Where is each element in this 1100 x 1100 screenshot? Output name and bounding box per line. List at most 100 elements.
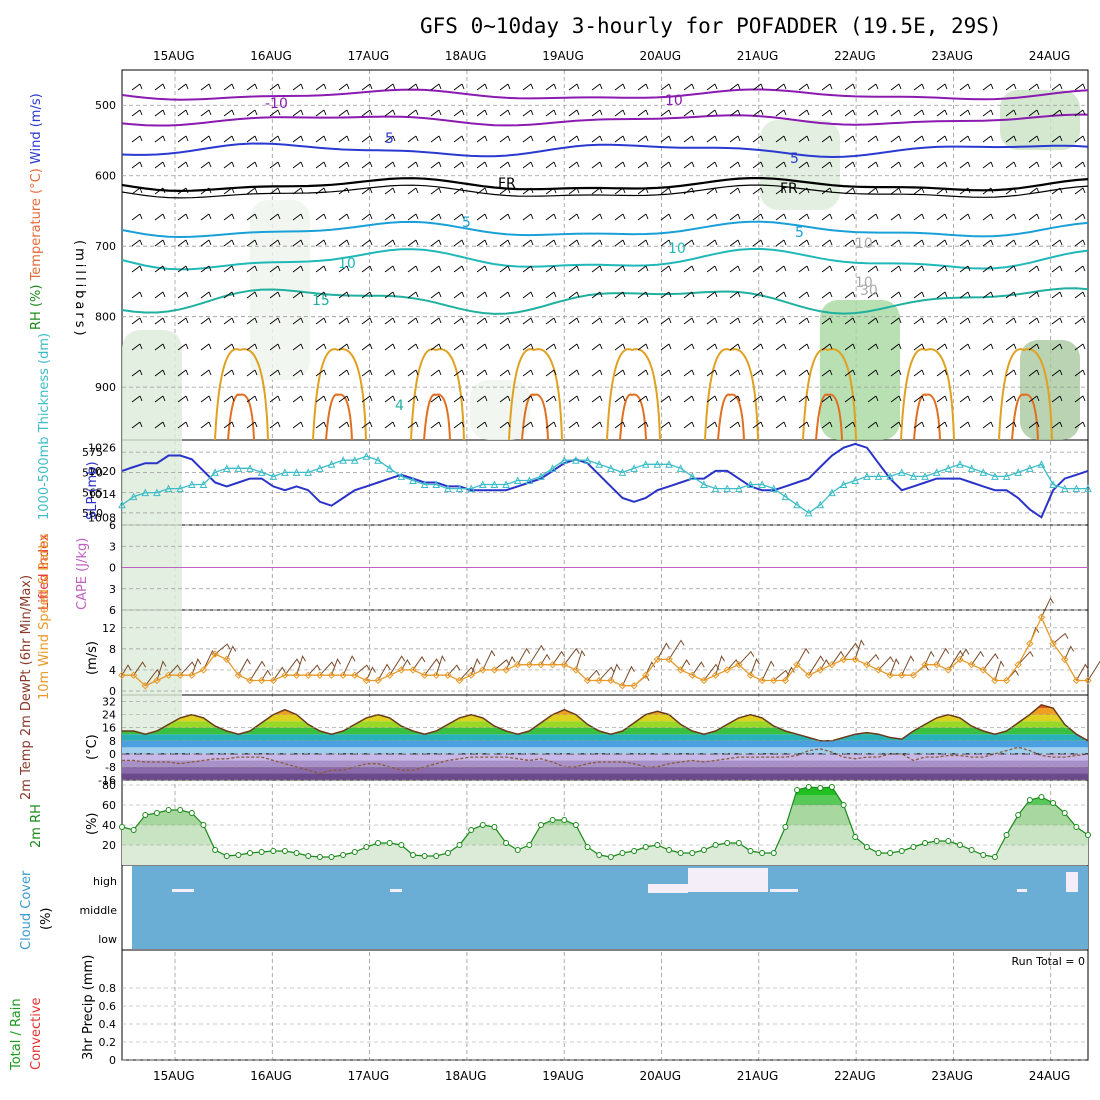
thickness-marker [409,476,417,484]
rh-marker [468,827,475,833]
temp-band [122,740,1088,748]
upper-wind-barb [1005,317,1017,325]
upper-wind-barb [936,369,948,377]
upper-wind-barb [384,187,396,195]
upper-wind-barb [844,343,856,351]
upper-wind-barb [844,239,856,247]
rh-marker [584,844,591,850]
wind10-marker [420,671,429,679]
temp-contour-warm [998,348,1053,441]
upper-wind-barb [798,395,810,403]
upper-wind-barb [499,83,511,91]
wind10-marker [804,671,813,679]
temp-tick: 0 [109,748,116,761]
upper-wind-barb [729,83,741,91]
upper-wind-barb [200,421,212,429]
upper-wind-barb [844,317,856,325]
upper-wind-barb [706,239,718,247]
cloud-high-patch [172,889,194,892]
upper-wind-barb [1051,239,1063,247]
upper-wind-barb [591,421,603,429]
upper-wind-barb [844,369,856,377]
wind10-barb [214,643,231,655]
wind10-barb [540,653,551,665]
upper-wind-barb [936,421,948,429]
upper-wind-barb [591,83,603,91]
upper-wind-barb [775,109,787,117]
upper-wind-barb [660,83,672,91]
thickness-marker [199,480,208,489]
upper-wind-barb [844,83,856,91]
rh-marker [386,840,393,846]
upper-wind-barb [890,135,902,143]
upper-wind-barb [890,421,902,429]
upper-wind-barb [476,161,488,169]
temp-band [122,766,1088,774]
upper-wind-barb [499,239,511,247]
upper-wind-barb [246,239,258,247]
wind10-barb [971,650,985,665]
upper-wind-barb [476,369,488,377]
upper-wind-barb [1074,161,1086,169]
upper-wind-barb [246,83,258,91]
rh-marker [119,824,125,830]
upper-wind-barb [614,421,626,429]
wind10-barb [854,639,865,660]
upper-wind-barb [246,369,258,377]
upper-wind-barb [706,213,718,221]
upper-wind-barb [706,83,718,91]
upper-wind-barb [430,343,442,351]
wind10-marker [1072,676,1081,685]
upper-wind-barb [890,317,902,325]
rh-marker [898,848,905,854]
upper-wind-barb [545,421,557,429]
upper-wind-barb [867,135,879,143]
temp-band [122,753,1088,761]
upper-wind-barb [798,265,810,273]
rh-band [122,845,1088,865]
rh-marker [142,812,149,818]
upper-wind-barb [154,317,166,325]
thickness-marker [339,456,347,464]
upper-wind-barb [338,187,350,195]
thickness-marker [513,476,522,484]
upper-wind-barb [154,161,166,169]
upper-wind-barb [522,239,534,247]
upper-wind-barb [200,369,212,377]
upper-wind-barb [200,213,212,221]
date-label-top: 17AUG [348,49,390,63]
upper-wind-barb [545,161,557,169]
thickness-marker [874,472,883,480]
upper-wind-barb [1005,369,1017,377]
rh-marker [852,834,859,840]
thickness-marker [153,488,161,497]
upper-wind-barb [637,265,649,273]
wind10-barb [936,647,950,665]
upper-wind-barb [407,161,419,169]
upper-wind-barb [637,109,649,117]
upper-wind-barb [913,421,925,429]
rh-marker [631,848,638,854]
upper-wind-barb [384,395,396,403]
upper-wind-barb [269,369,281,377]
thickness-marker [385,464,394,472]
upper-wind-barb [131,265,143,273]
upper-wind-barb [499,421,511,429]
wind10-barb [261,669,272,681]
upper-wind-barb [430,83,442,91]
upper-wind-barb [177,343,189,351]
upper-wind-barb [430,187,442,195]
slp-tick: 1026 [88,442,116,455]
upper-wind-barb [637,317,649,325]
upper-wind-barb [1028,421,1040,429]
upper-wind-barb [959,135,971,143]
wind10-barb [389,655,406,676]
rh-marker [817,785,824,791]
upper-wind-barb [1074,421,1086,429]
wind10-barb [761,660,775,681]
contour-label: -10 [265,96,288,112]
upper-wind-barb [706,265,718,273]
upper-wind-barb [844,291,856,299]
upper-wind-barb [752,343,764,351]
wind10-marker [188,671,196,679]
